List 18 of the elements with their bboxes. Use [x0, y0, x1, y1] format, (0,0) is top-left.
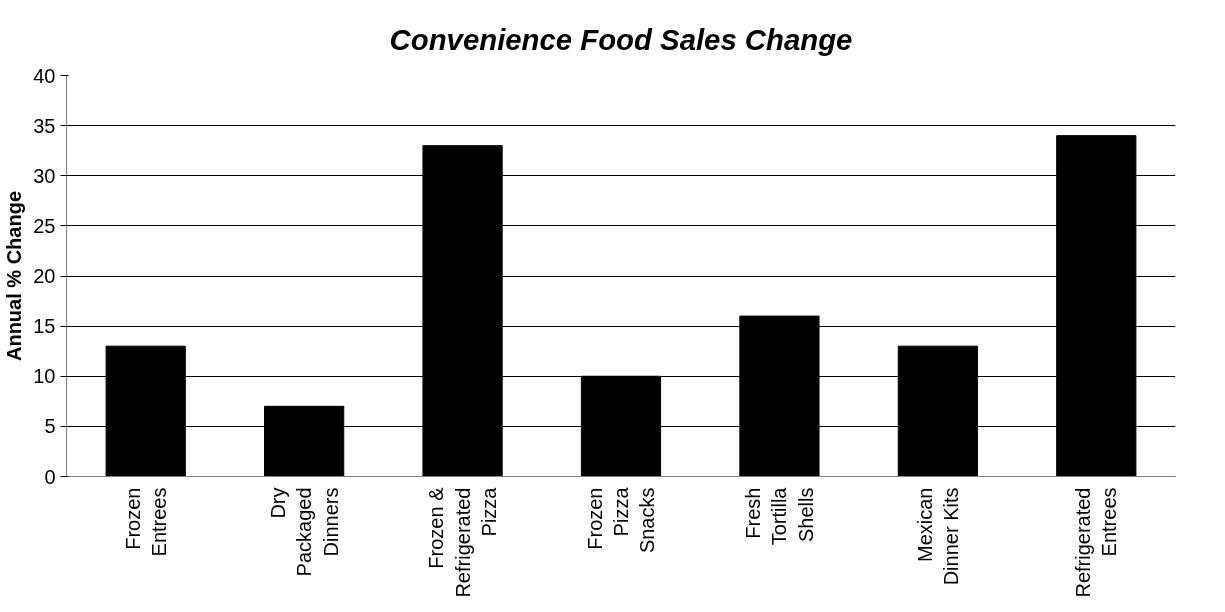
y-tick-label: 20 [33, 265, 56, 287]
y-tick-label: 30 [33, 164, 56, 187]
y-tick-label: 25 [33, 214, 56, 237]
chart-title: Convenience Food Sales Change [389, 22, 853, 56]
y-tick-label: 5 [44, 415, 56, 438]
x-tick-label: Frozen Pizza Snacks [583, 486, 659, 554]
y-tick-label: 40 [33, 64, 56, 87]
x-tick-label: Refrigerated Entrees [1072, 487, 1121, 598]
x-tick-label: Dry Packaged Dinners [266, 487, 342, 577]
y-tick-label: 35 [33, 114, 56, 137]
x-tick-label: Fresh Tortilla Shells [742, 486, 817, 546]
y-tick-label: 0 [44, 465, 56, 488]
y-axis-title: Annual % Change [3, 190, 26, 361]
y-tick-label: 15 [33, 315, 56, 338]
x-tick-label: Frozen & Refrigerated Pizza [425, 486, 500, 598]
x-tick-label: Frozen Entrees [121, 487, 170, 557]
y-tick-label: 10 [33, 365, 56, 388]
x-tick-label: Mexican Dinner Kits [913, 487, 963, 586]
